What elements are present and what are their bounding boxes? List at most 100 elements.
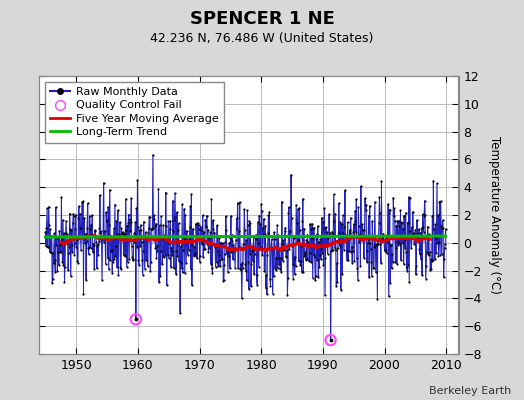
Point (239, 240, 248, 247)
Point (185, 224, 194, 230)
Point (230, 242, 238, 248)
Point (335, 230, 344, 237)
Point (101, 235, 109, 242)
Point (337, 220, 346, 227)
Point (427, 266, 435, 272)
Point (130, 231, 139, 238)
Point (118, 231, 127, 238)
Point (298, 269, 306, 275)
Point (220, 262, 228, 268)
Point (345, 227, 354, 234)
Point (425, 249, 434, 256)
Point (286, 233, 294, 240)
Point (360, 255, 368, 261)
Point (410, 241, 419, 248)
Point (125, 212, 133, 218)
Point (67, 273, 75, 279)
Point (279, 258, 287, 264)
Point (221, 239, 230, 245)
Point (382, 246, 390, 253)
Point (277, 255, 285, 261)
Point (378, 234, 386, 240)
Point (398, 240, 407, 246)
Point (272, 267, 280, 274)
Point (291, 263, 300, 270)
Point (198, 238, 206, 244)
Point (405, 194, 413, 200)
Point (115, 232, 123, 238)
Point (86, 226, 94, 232)
Point (261, 285, 270, 291)
Point (176, 309, 184, 316)
Point (154, 186, 162, 192)
Point (312, 236, 320, 242)
Point (173, 253, 182, 259)
Point (195, 258, 204, 265)
Point (427, 256, 435, 262)
Point (244, 258, 253, 265)
Point (403, 219, 412, 226)
Point (202, 223, 211, 230)
Point (420, 197, 429, 204)
Point (336, 219, 345, 226)
Point (151, 223, 159, 229)
Point (226, 265, 234, 271)
Point (265, 209, 274, 215)
Point (223, 250, 231, 256)
Point (135, 262, 143, 268)
Point (68, 242, 76, 248)
Point (430, 226, 438, 232)
Point (316, 236, 324, 242)
Point (153, 248, 161, 254)
Point (274, 232, 282, 238)
Point (270, 229, 278, 236)
Point (368, 218, 376, 224)
Point (384, 201, 392, 207)
Point (170, 265, 178, 272)
Point (255, 212, 264, 219)
Point (415, 226, 423, 232)
Point (419, 228, 428, 235)
Point (207, 196, 215, 202)
Point (416, 251, 424, 258)
Point (424, 251, 432, 258)
Point (69, 220, 77, 226)
Point (165, 240, 173, 246)
Point (113, 231, 122, 238)
Point (229, 256, 237, 262)
Point (358, 235, 366, 241)
Point (49, 260, 58, 266)
Point (426, 267, 434, 273)
Point (77, 247, 85, 254)
Point (65, 244, 73, 251)
Point (260, 231, 269, 237)
Point (165, 255, 173, 261)
Point (288, 243, 296, 249)
Point (299, 269, 308, 276)
Point (400, 212, 408, 219)
Point (106, 257, 114, 264)
Point (119, 252, 128, 258)
Point (85, 213, 94, 219)
Point (283, 292, 292, 298)
Point (255, 264, 263, 270)
Point (323, 229, 331, 235)
Point (326, 337, 335, 343)
Point (50, 257, 59, 264)
Point (239, 244, 247, 251)
Point (88, 231, 96, 237)
Point (153, 242, 161, 249)
Point (355, 223, 363, 229)
Point (93, 265, 101, 272)
Point (228, 238, 236, 244)
Point (428, 212, 436, 219)
Point (294, 237, 302, 243)
Point (144, 230, 152, 236)
Point (296, 226, 304, 233)
Point (71, 226, 80, 232)
Point (52, 235, 61, 242)
Point (324, 235, 332, 242)
Point (106, 248, 115, 254)
Point (301, 249, 309, 255)
Point (242, 268, 250, 274)
